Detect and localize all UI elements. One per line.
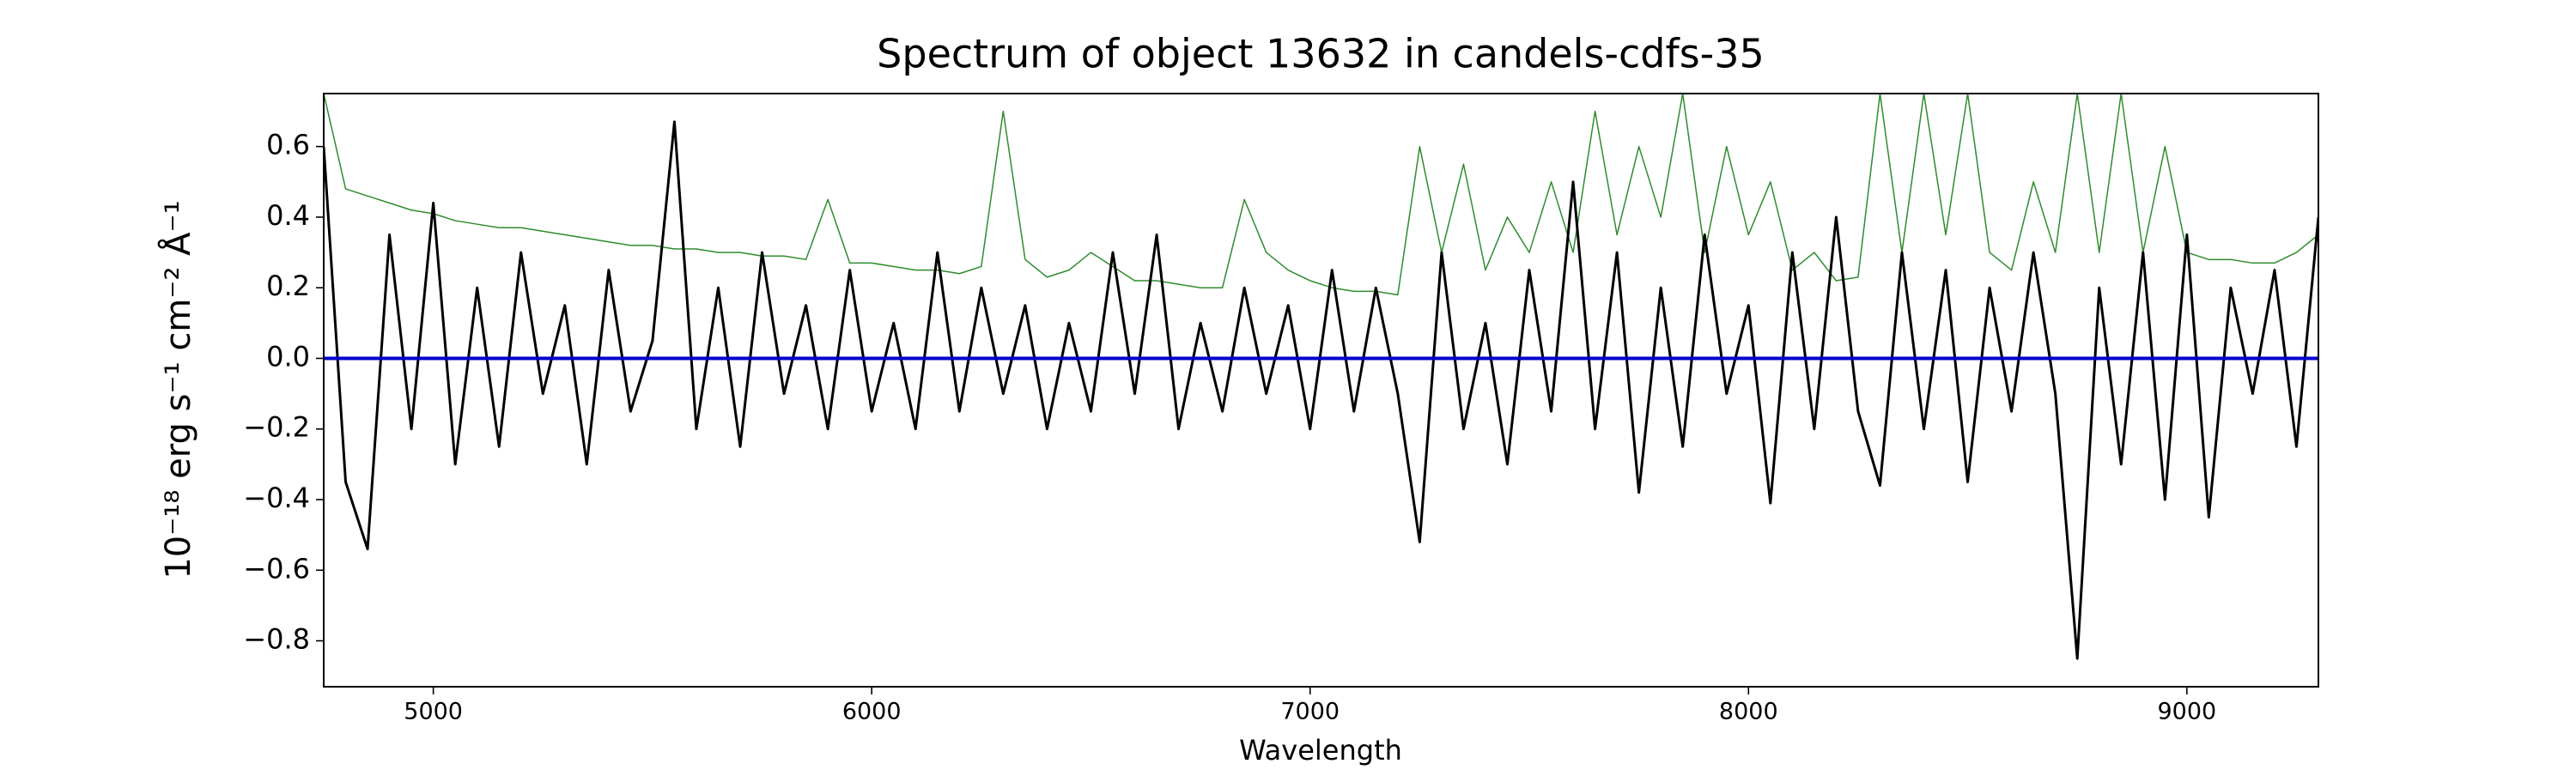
x-tick-label: 6000 <box>842 699 902 725</box>
x-tick-label: 9000 <box>2157 699 2216 725</box>
y-tick-label: −0.4 <box>243 482 310 514</box>
axes-frame <box>323 93 2319 688</box>
y-axis-label: 10⁻¹⁸ erg s⁻¹ cm⁻² Å⁻¹ <box>157 200 198 579</box>
x-axis-label: Wavelength <box>1239 734 1402 767</box>
y-tick-label: −0.6 <box>243 552 310 585</box>
x-tick-label: 5000 <box>404 699 463 725</box>
y-tick-label: 0.2 <box>266 270 310 302</box>
series-line <box>324 120 2318 660</box>
x-tick-label: 8000 <box>1719 699 1778 725</box>
x-tick-label: 7000 <box>1280 699 1340 725</box>
y-tick-label: −0.8 <box>243 623 310 656</box>
y-tick-label: 0.4 <box>266 199 310 232</box>
series-line <box>324 94 2318 296</box>
plot-area <box>324 94 2318 660</box>
y-tick-label: 0.0 <box>266 340 310 373</box>
chart-title: Spectrum of object 13632 in candels-cdfs… <box>877 31 1765 77</box>
y-tick-label: 0.6 <box>266 129 310 161</box>
y-tick-label: −0.2 <box>243 411 310 444</box>
